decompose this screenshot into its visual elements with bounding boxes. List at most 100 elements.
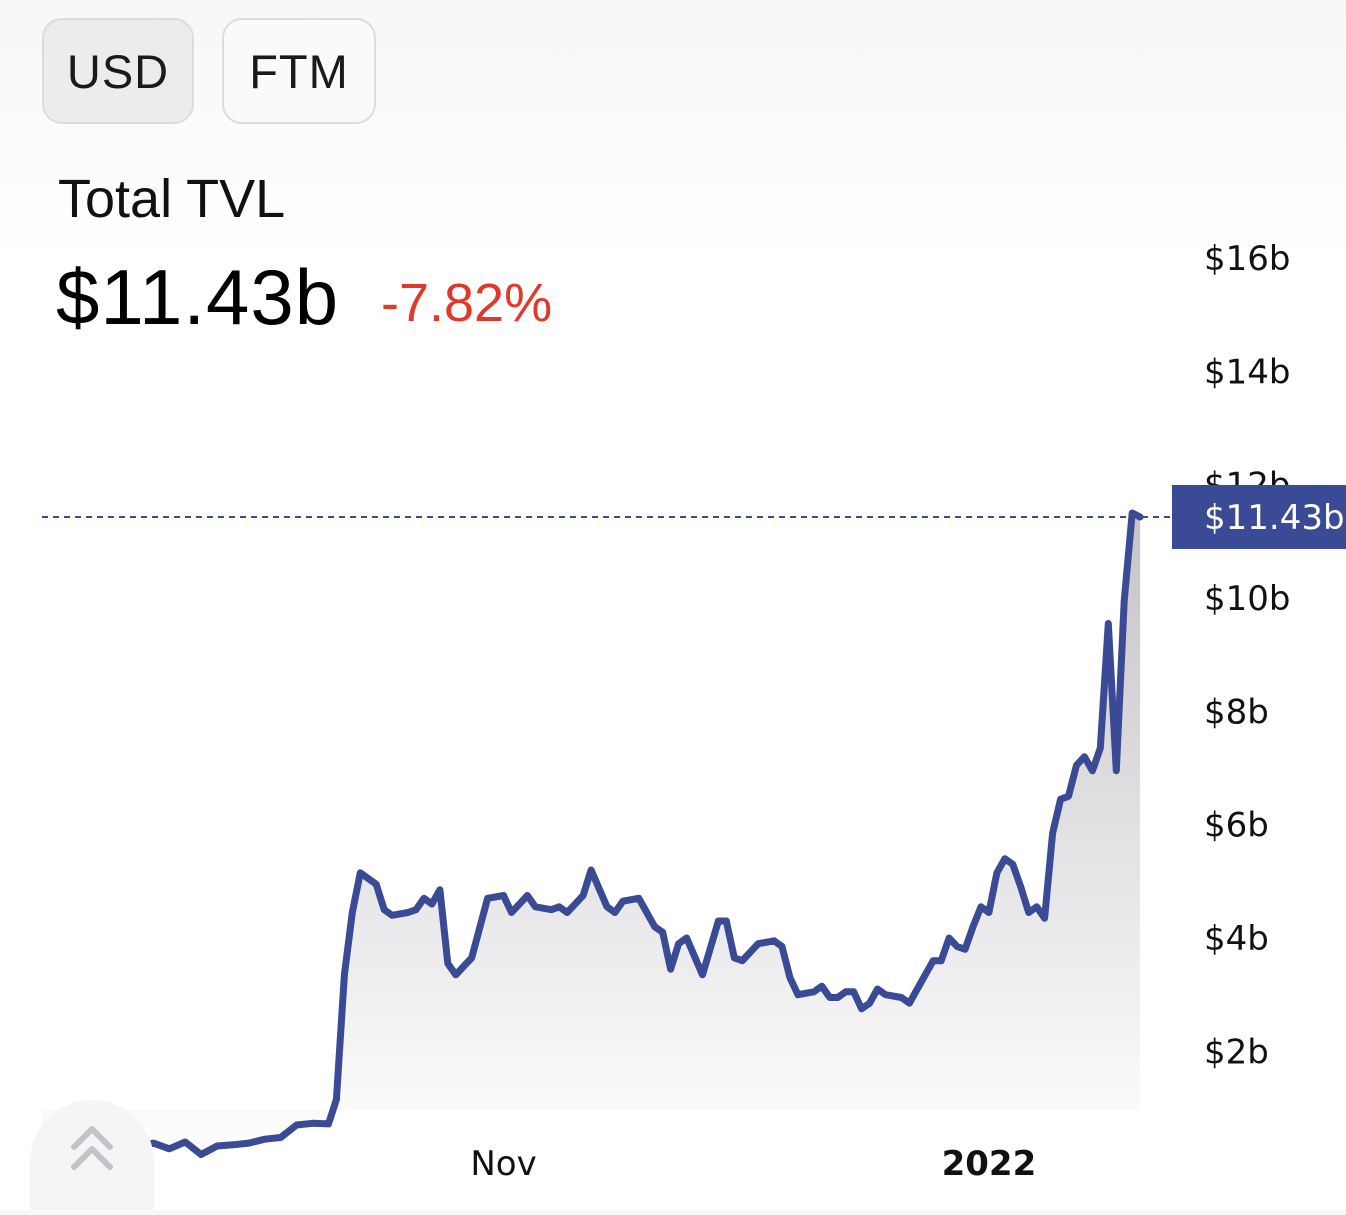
data-point [883, 992, 889, 998]
data-point [930, 958, 936, 964]
data-point [731, 955, 737, 961]
data-point [166, 1146, 172, 1152]
data-point [604, 904, 610, 910]
data-point [1058, 796, 1064, 802]
data-point [294, 1122, 300, 1128]
data-point [421, 895, 427, 901]
data-point [1105, 621, 1111, 627]
x-axis: Nov 2022 [470, 1144, 1036, 1184]
data-point [779, 944, 785, 950]
data-point [660, 929, 666, 935]
data-point [787, 975, 793, 981]
data-point [859, 1006, 865, 1012]
data-point [851, 989, 857, 995]
data-point [684, 935, 690, 941]
double-chevron-up-icon [71, 1126, 113, 1170]
data-point [445, 961, 451, 967]
chart-title: Total TVL [58, 169, 286, 229]
data-point [509, 910, 515, 916]
y-tick-label: $16b [1204, 239, 1290, 279]
data-point [1081, 754, 1087, 760]
data-point [898, 995, 904, 1001]
data-point [612, 910, 618, 916]
data-point [556, 904, 562, 910]
data-point [405, 910, 411, 916]
data-point [1034, 904, 1040, 910]
data-point [1010, 861, 1016, 867]
data-point [994, 870, 1000, 876]
data-point [532, 904, 538, 910]
data-point [485, 895, 491, 901]
data-point [1097, 745, 1103, 751]
y-tick-label: $2b [1204, 1032, 1269, 1072]
data-point [700, 972, 706, 978]
data-point [262, 1136, 268, 1142]
data-point [341, 972, 347, 978]
data-point [636, 895, 642, 901]
data-point [198, 1152, 204, 1158]
data-point [357, 870, 363, 876]
data-point [715, 918, 721, 924]
y-tick-label: $6b [1204, 806, 1269, 846]
data-point [214, 1143, 220, 1149]
data-point [524, 893, 530, 899]
y-tick-label: $4b [1204, 919, 1269, 959]
data-point [938, 958, 944, 964]
data-point [182, 1139, 188, 1145]
data-point [501, 893, 507, 899]
current-value-label-background [1172, 484, 1346, 549]
data-point [946, 935, 952, 941]
y-tick-label: $10b [1204, 579, 1290, 619]
ftm-toggle-button[interactable]: FTM [222, 18, 376, 124]
data-point [588, 867, 594, 873]
data-point [906, 1000, 912, 1006]
data-point [1018, 884, 1024, 890]
data-point [1129, 510, 1135, 516]
data-point [970, 924, 976, 930]
data-point [668, 966, 674, 972]
data-point [310, 1120, 316, 1126]
x-tick-label: Nov [470, 1144, 536, 1184]
data-point [469, 955, 475, 961]
scroll-to-top-button[interactable] [30, 1100, 154, 1210]
data-point [333, 1097, 339, 1103]
data-point [1066, 793, 1072, 799]
data-point [723, 918, 729, 924]
data-point [1121, 598, 1127, 604]
data-point [867, 1000, 873, 1006]
y-axis: $2b$4b$6b$8b$10b$12b$14b$16b [1204, 239, 1290, 1072]
data-point [429, 901, 435, 907]
data-point [620, 898, 626, 904]
data-point [1113, 768, 1119, 774]
current-value: $11.43b [56, 253, 340, 341]
data-point [548, 907, 554, 913]
data-point [1089, 768, 1095, 774]
usd-toggle-button[interactable]: USD [42, 18, 194, 124]
data-point [326, 1121, 332, 1127]
data-point [278, 1135, 284, 1141]
data-point [437, 887, 443, 893]
data-point [564, 910, 570, 916]
data-point [1042, 915, 1048, 921]
data-point [978, 904, 984, 910]
data-point [349, 910, 355, 916]
data-point [246, 1140, 252, 1146]
data-point [1026, 910, 1032, 916]
data-point [914, 986, 920, 992]
x-tick-label: 2022 [942, 1144, 1037, 1184]
data-point [1002, 856, 1008, 862]
data-point [413, 907, 419, 913]
tvl-line [38, 509, 1144, 1166]
data-point [580, 893, 586, 899]
data-point [954, 944, 960, 950]
data-point [986, 910, 992, 916]
data-point [381, 907, 387, 913]
y-tick-label: $14b [1204, 352, 1290, 392]
data-point [1074, 762, 1080, 768]
data-point [739, 958, 745, 964]
current-value-label: $11.43b [1204, 498, 1345, 538]
data-point [755, 941, 761, 947]
data-point [811, 989, 817, 995]
data-point [835, 995, 841, 1001]
